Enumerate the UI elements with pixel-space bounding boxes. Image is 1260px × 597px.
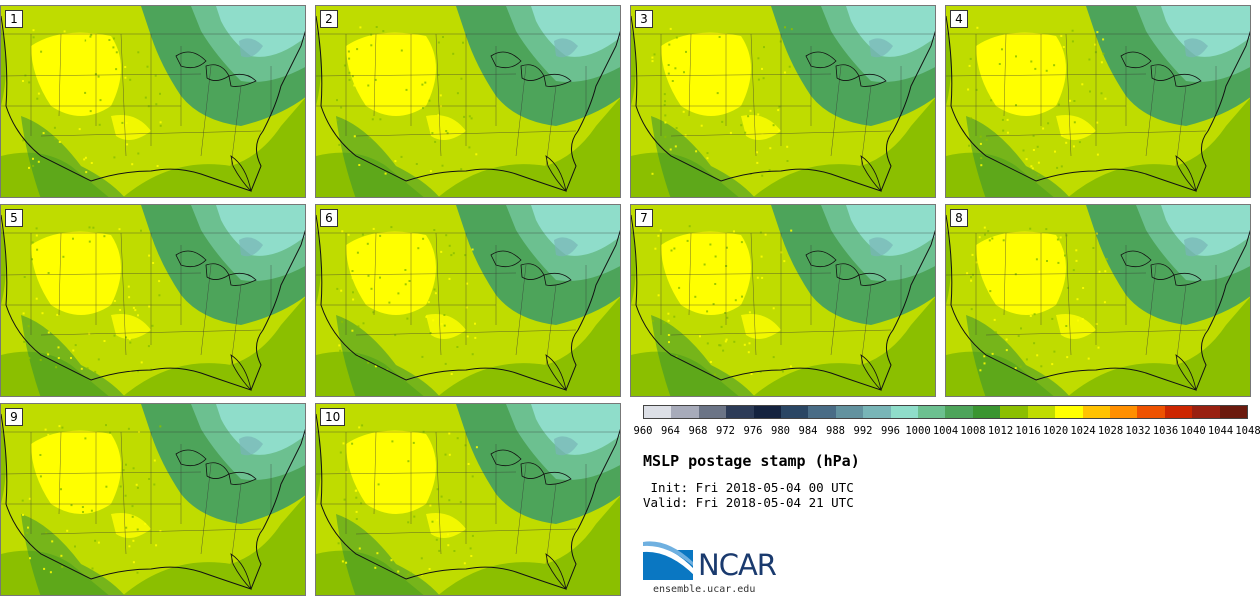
- figure-title: MSLP postage stamp (hPa): [643, 452, 860, 470]
- member-number-label: 4: [950, 10, 968, 28]
- member-number-label: 6: [320, 209, 338, 227]
- colorbar-swatch: [808, 406, 836, 418]
- colorbar-tick-label: 1044: [1207, 425, 1234, 437]
- colorbar-swatch: [945, 406, 973, 418]
- ensemble-member-map: 3: [630, 5, 936, 198]
- member-number-label: 3: [635, 10, 653, 28]
- colorbar-tick-label: 1024: [1070, 425, 1096, 437]
- colorbar-swatch: [1027, 406, 1056, 418]
- colorbar-swatch: [835, 406, 864, 418]
- colorbar-swatch: [1055, 406, 1083, 418]
- valid-time: Valid: Fri 2018-05-04 21 UTC: [643, 495, 854, 510]
- colorbar-ticks: 960 964 968 972 976 980 984 988 992 996 1000 1004 10…: [634, 425, 1260, 439]
- colorbar-swatch: [1000, 406, 1028, 418]
- member-number-label: 2: [320, 10, 338, 28]
- colorbar-swatch: [1164, 406, 1193, 418]
- init-time: Init: Fri 2018-05-04 00 UTC: [643, 480, 854, 495]
- member-number-label: 1: [5, 10, 23, 28]
- colorbar-swatch: [1109, 406, 1138, 418]
- logo-url: ensemble.ucar.edu: [653, 584, 756, 595]
- colorbar-tick-label: 988: [826, 425, 845, 437]
- member-number-label: 5: [5, 209, 23, 227]
- colorbar-tick-label: 1036: [1152, 425, 1179, 437]
- ncar-logo-icon: [643, 541, 695, 580]
- colorbar-tick-label: 1000: [905, 425, 931, 437]
- colorbar-tick-label: 1016: [1015, 425, 1041, 437]
- ensemble-member-map: 1: [0, 5, 306, 198]
- ensemble-member-map: 5: [0, 204, 306, 397]
- ncar-logo-text: NCAR: [698, 548, 777, 582]
- colorbar-swatch: [1137, 406, 1165, 418]
- member-number-label: 8: [950, 209, 968, 227]
- ensemble-member-map: 7: [630, 204, 936, 397]
- colorbar-swatch: [671, 406, 699, 418]
- colorbar-tick-label: 1028: [1097, 425, 1124, 437]
- colorbar-swatch: [1219, 406, 1247, 418]
- colorbar: [643, 405, 1248, 419]
- member-number-label: 7: [635, 209, 653, 227]
- colorbar-tick-label: 964: [661, 425, 680, 437]
- ensemble-member-map: 6: [315, 204, 621, 397]
- colorbar-swatch: [726, 406, 754, 418]
- colorbar-tick-label: 980: [771, 425, 790, 437]
- colorbar-swatch: [753, 406, 782, 418]
- colorbar-tick-label: 972: [716, 425, 735, 437]
- member-number-label: 9: [5, 408, 23, 426]
- colorbar-swatch: [918, 406, 946, 418]
- ensemble-member-map: 10: [315, 403, 621, 596]
- ensemble-member-map: 9: [0, 403, 306, 596]
- colorbar-swatch: [863, 406, 891, 418]
- colorbar-tick-label: 1032: [1125, 425, 1151, 437]
- colorbar-tick-label: 1040: [1180, 425, 1206, 437]
- colorbar-swatch: [1192, 406, 1220, 418]
- colorbar-swatch: [972, 406, 1001, 418]
- colorbar-tick-label: 976: [743, 425, 763, 437]
- colorbar-swatch: [644, 406, 672, 418]
- colorbar-tick-label: 992: [853, 425, 873, 437]
- colorbar-swatch: [781, 406, 809, 418]
- colorbar-tick-label: 1012: [987, 425, 1014, 437]
- colorbar-swatch: [698, 406, 727, 418]
- colorbar-tick-label: 1008: [960, 425, 986, 437]
- colorbar-swatch: [1082, 406, 1110, 418]
- colorbar-tick-label: 984: [798, 425, 818, 437]
- colorbar-tick-label: 1020: [1042, 425, 1069, 437]
- colorbar-tick-label: 1048: [1235, 425, 1260, 437]
- colorbar-tick-label: 996: [881, 425, 900, 437]
- colorbar-tick-label: 1004: [932, 425, 959, 437]
- ensemble-member-map: 8: [945, 204, 1251, 397]
- member-number-label: 10: [320, 408, 346, 426]
- ensemble-member-map: 2: [315, 5, 621, 198]
- colorbar-tick-label: 968: [688, 425, 708, 437]
- colorbar-swatch: [890, 406, 919, 418]
- colorbar-tick-label: 960: [633, 425, 653, 437]
- ensemble-member-map: 4: [945, 5, 1251, 198]
